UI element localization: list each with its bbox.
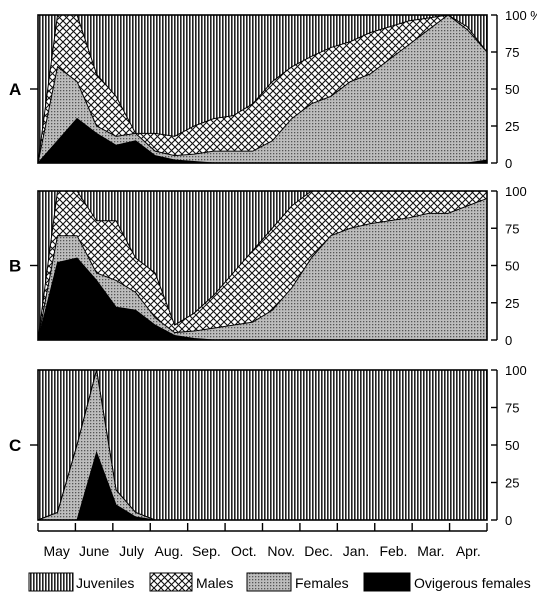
x-tick-label-oct-: Oct.	[231, 543, 257, 559]
y-tick-label-a-50: 50	[505, 82, 519, 97]
x-tick-label-nov-: Nov.	[267, 543, 295, 559]
y-tick-label-a-0: 0	[505, 156, 512, 171]
legend-swatch-males	[149, 572, 193, 592]
x-tick-label-mar-: Mar.	[417, 543, 444, 559]
y-tick-label-b-100: 100	[505, 184, 527, 199]
panel-b: 0 25 50 75 100 B	[9, 184, 527, 348]
legend-item-males: Males	[149, 572, 233, 592]
y-tick-label-a-75: 75	[505, 45, 519, 60]
x-axis: May June July Aug. Sep. Oct. Nov. Dec. Jan. Feb. M…	[37, 523, 488, 559]
females-area-a	[37, 14, 488, 164]
y-tick-label-a-100: 100 %	[505, 8, 537, 23]
y-tick-label-a-25: 25	[505, 119, 519, 134]
y-tick-label-c-100: 100	[505, 363, 527, 378]
y-tick-label-c-50: 50	[505, 438, 519, 453]
females-area-b	[37, 197, 488, 341]
legend-swatch-juveniles	[28, 572, 74, 592]
y-tick-label-c-25: 25	[505, 476, 519, 491]
legend-label-juveniles: Juveniles	[76, 575, 134, 591]
x-tick-label-july: July	[119, 543, 144, 559]
panel-label-a: A	[9, 80, 21, 99]
legend-label-females: Females	[295, 575, 349, 591]
legend-item-ovigerous-females: Ovigerous females	[363, 572, 531, 592]
panel-a: 0 25 50 75 100 % A	[9, 8, 537, 171]
x-tick-label-apr-: Apr.	[456, 543, 481, 559]
y-tick-label-b-25: 25	[505, 296, 519, 311]
legend-swatch-ovigerous-females	[363, 572, 411, 592]
x-tick-label-jan-: Jan.	[343, 543, 369, 559]
legend-item-juveniles: Juveniles	[28, 572, 134, 592]
legend-label-ovigerous-females: Ovigerous females	[414, 575, 531, 591]
panel-c: 0 25 50 75 100 C	[9, 363, 527, 528]
x-tick-label-dec-: Dec.	[304, 543, 333, 559]
x-tick-label-may: May	[43, 543, 69, 559]
legend: Juveniles Males Females Ovigerous female…	[28, 572, 531, 592]
legend-item-females: Females	[246, 572, 349, 592]
y-tick-label-b-50: 50	[505, 259, 519, 274]
y-tick-label-c-75: 75	[505, 401, 519, 416]
legend-label-males: Males	[196, 575, 233, 591]
y-tick-label-b-75: 75	[505, 221, 519, 236]
legend-swatch-females	[246, 572, 292, 592]
panel-label-c: C	[9, 436, 21, 455]
x-tick-label-sep-: Sep.	[192, 543, 221, 559]
y-tick-label-c-0: 0	[505, 513, 512, 528]
x-tick-label-aug-: Aug.	[155, 543, 184, 559]
x-tick-label-june: June	[79, 543, 110, 559]
y-tick-label-b-0: 0	[505, 333, 512, 348]
x-tick-label-feb-: Feb.	[379, 543, 407, 559]
panel-label-b: B	[9, 257, 21, 276]
